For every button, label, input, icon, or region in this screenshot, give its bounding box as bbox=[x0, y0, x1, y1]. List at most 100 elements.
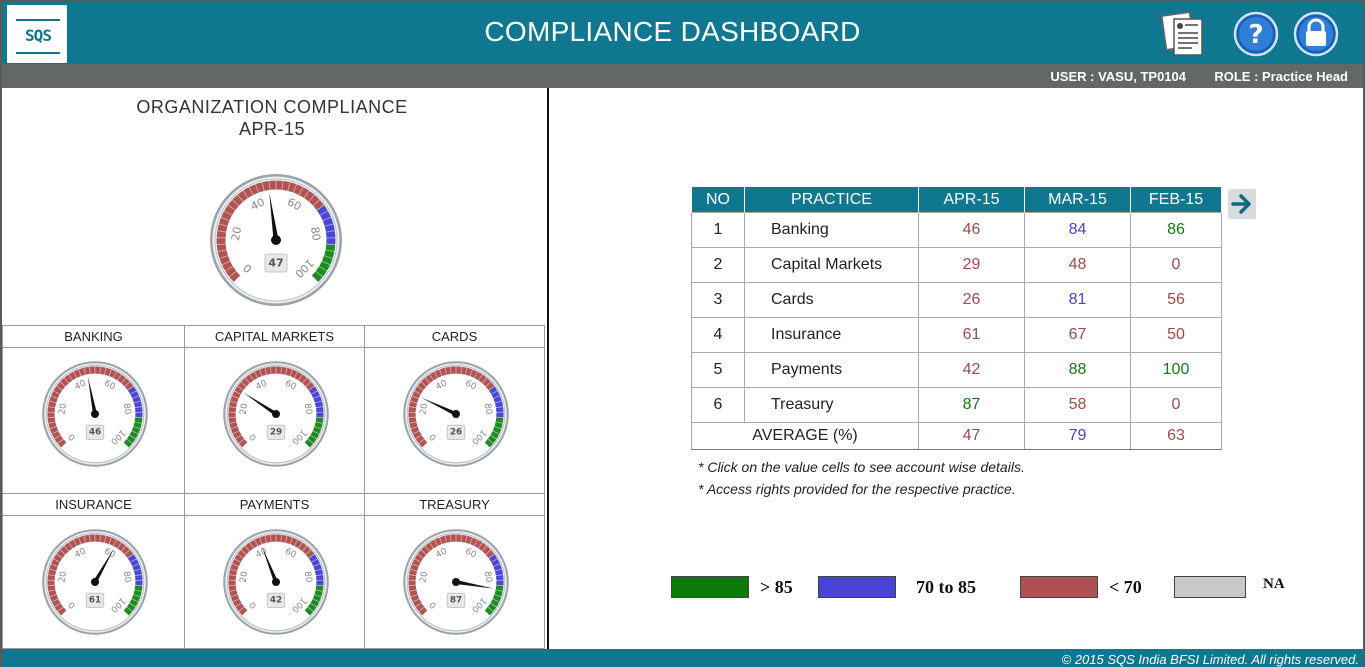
sqs-logo: SQS bbox=[7, 5, 67, 63]
gauge-banking-needle-hub bbox=[90, 410, 99, 418]
average-label: AVERAGE (%) bbox=[691, 422, 919, 450]
col-no: NO bbox=[691, 186, 745, 213]
value-cell[interactable]: 87 bbox=[918, 387, 1025, 423]
gauge-treasury-needle-hub bbox=[451, 578, 460, 586]
table-row: 4 Insurance 61 67 50 bbox=[691, 317, 1222, 353]
report-icon[interactable] bbox=[1160, 10, 1208, 58]
gauge-cell-treasury: TREASURY 0 20 40 60 80 100 87 bbox=[364, 493, 545, 649]
gauge-title-insurance: INSURANCE bbox=[3, 494, 184, 516]
value-cell[interactable]: 58 bbox=[1024, 387, 1131, 423]
col-practice: PRACTICE bbox=[744, 186, 919, 213]
gauge-capital-markets-tick-20: 20 bbox=[238, 402, 250, 415]
gauge-cell-capital-markets: CAPITAL MARKETS 0 20 40 60 80 100 29 bbox=[184, 325, 365, 494]
gauge-treasury-tick-20: 20 bbox=[418, 570, 430, 583]
value-cell[interactable]: 81 bbox=[1024, 282, 1131, 318]
value-cell[interactable]: 100 bbox=[1130, 352, 1222, 388]
gauge-cell-insurance: INSURANCE 0 20 40 60 80 100 61 bbox=[2, 493, 185, 649]
arrow-right-icon bbox=[1231, 194, 1251, 214]
gauge-treasury-tick-0: 0 bbox=[427, 599, 438, 610]
table-row: 5 Payments 42 88 100 bbox=[691, 352, 1222, 388]
average-row: AVERAGE (%) 47 79 63 bbox=[691, 422, 1222, 450]
gauge-cards-tick-40: 40 bbox=[434, 378, 449, 392]
gauge-banking-tick-20: 20 bbox=[57, 402, 69, 415]
organization-compliance-title: ORGANIZATION COMPLIANCE APR-15 bbox=[136, 97, 408, 139]
row-number: 4 bbox=[691, 317, 745, 353]
organization-gauge-needle bbox=[269, 192, 279, 241]
average-value: 63 bbox=[1130, 422, 1222, 450]
footer-bar: © 2015 SQS India BFSI Limited. All right… bbox=[2, 649, 1363, 667]
gauge-insurance-tick-60: 60 bbox=[102, 546, 117, 560]
organization-gauge-needle-hub bbox=[271, 235, 281, 245]
organization-gauge-tick-60: 60 bbox=[285, 195, 303, 213]
value-cell[interactable]: 0 bbox=[1130, 247, 1222, 283]
value-cell[interactable]: 84 bbox=[1024, 212, 1131, 248]
gauge-title-payments: PAYMENTS bbox=[185, 494, 364, 516]
value-cell[interactable]: 48 bbox=[1024, 247, 1131, 283]
gauge-banking-value: 46 bbox=[88, 427, 100, 437]
gauge-cards-tick-20: 20 bbox=[418, 402, 430, 415]
lock-icon[interactable] bbox=[1292, 10, 1340, 58]
organization-gauge-tick-80: 80 bbox=[308, 226, 323, 242]
user-info-bar: USER : VASU, TP0104 ROLE : Practice Head bbox=[2, 64, 1363, 88]
value-cell[interactable]: 29 bbox=[918, 247, 1025, 283]
next-period-button[interactable] bbox=[1228, 189, 1256, 219]
help-icon[interactable]: ? bbox=[1232, 10, 1280, 58]
value-cell[interactable]: 26 bbox=[918, 282, 1025, 318]
legend-label-3: NA bbox=[1263, 576, 1285, 592]
svg-text:?: ? bbox=[1248, 20, 1263, 50]
gauge-cards-value: 26 bbox=[449, 427, 461, 437]
practice-name: Capital Markets bbox=[744, 247, 919, 283]
gauge-title-treasury: TREASURY bbox=[365, 494, 544, 516]
practice-name: Insurance bbox=[744, 317, 919, 353]
gauge-insurance-value: 61 bbox=[88, 595, 100, 605]
gauge-payments-tick-40: 40 bbox=[254, 546, 269, 560]
table-header-row: NO PRACTICE APR-15 MAR-15 FEB-15 bbox=[691, 186, 1222, 213]
panel-divider bbox=[547, 88, 549, 649]
gauge-banking-tick-40: 40 bbox=[73, 378, 88, 392]
gauge-cards-tick-80: 80 bbox=[481, 403, 493, 416]
value-cell[interactable]: 42 bbox=[918, 352, 1025, 388]
legend-label-0: > 85 bbox=[760, 577, 793, 597]
gauge-treasury-needle bbox=[455, 580, 494, 589]
value-cell[interactable]: 88 bbox=[1024, 352, 1131, 388]
average-value: 79 bbox=[1024, 422, 1131, 450]
value-cell[interactable]: 0 bbox=[1130, 387, 1222, 423]
gauge-payments-tick-60: 60 bbox=[283, 546, 298, 560]
gauge-banking-tick-0: 0 bbox=[66, 431, 77, 442]
role-label: ROLE : Practice Head bbox=[1214, 69, 1348, 84]
gauge-title-cards: CARDS bbox=[365, 326, 544, 348]
user-label: USER : VASU, TP0104 bbox=[1050, 69, 1186, 84]
value-cell[interactable]: 61 bbox=[918, 317, 1025, 353]
gauge-capital-markets-tick-40: 40 bbox=[254, 378, 269, 392]
gauge-treasury-tick-40: 40 bbox=[434, 546, 449, 560]
gauge-payments-tick-80: 80 bbox=[301, 571, 313, 584]
gauge-insurance-tick-20: 20 bbox=[57, 570, 69, 583]
value-cell[interactable]: 56 bbox=[1130, 282, 1222, 318]
note-value-cells: * Click on the value cells to see accoun… bbox=[698, 459, 1025, 475]
col-apr-15: APR-15 bbox=[918, 186, 1025, 213]
value-cell[interactable]: 50 bbox=[1130, 317, 1222, 353]
copyright: © 2015 SQS India BFSI Limited. All right… bbox=[1061, 652, 1359, 667]
value-cell[interactable]: 67 bbox=[1024, 317, 1131, 353]
table-row: 1 Banking 46 84 86 bbox=[691, 212, 1222, 248]
gauge-payments-value: 42 bbox=[269, 595, 281, 605]
practice-name: Banking bbox=[744, 212, 919, 248]
page-title: COMPLIANCE DASHBOARD bbox=[484, 16, 861, 47]
gauge-insurance-tick-80: 80 bbox=[120, 571, 132, 584]
gauge-capital-markets-tick-80: 80 bbox=[301, 403, 313, 416]
gauge-capital-markets-needle-hub bbox=[271, 410, 280, 418]
gauge-treasury-tick-80: 80 bbox=[481, 571, 493, 584]
average-value: 47 bbox=[918, 422, 1025, 450]
gauge-insurance-tick-0: 0 bbox=[66, 599, 77, 610]
value-cell[interactable]: 86 bbox=[1130, 212, 1222, 248]
gauge-treasury-value: 87 bbox=[449, 595, 461, 605]
gauge-insurance-needle-hub bbox=[90, 578, 99, 586]
value-cell[interactable]: 46 bbox=[918, 212, 1025, 248]
